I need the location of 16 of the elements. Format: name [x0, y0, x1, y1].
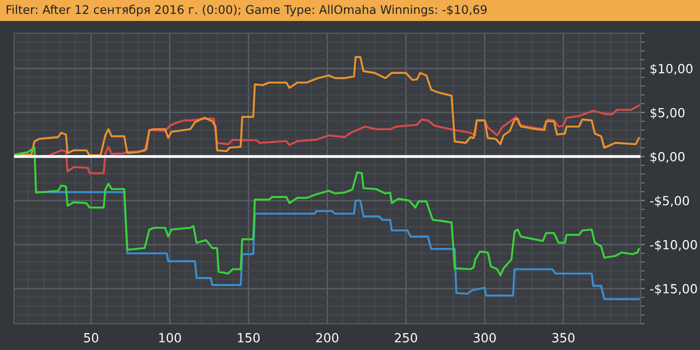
- y-tick-label: $10,00: [650, 64, 692, 76]
- x-tick-label: 350: [552, 333, 574, 342]
- y-tick-label: -$15,00: [650, 284, 697, 296]
- x-tick-label: 100: [159, 333, 181, 342]
- x-tick-label: 300: [474, 333, 496, 342]
- x-tick-label: 200: [316, 333, 338, 342]
- x-tick-label: 250: [394, 333, 418, 342]
- x-tick-label: 150: [238, 333, 260, 342]
- y-tick-label: -$10,00: [650, 240, 697, 252]
- line-series: [14, 146, 640, 276]
- line-series: [35, 191, 640, 300]
- y-tick-label: $5,00: [650, 108, 684, 120]
- x-tick-label: 50: [84, 333, 98, 342]
- chart-title: Filter: After 12 сентября 2016 г. (0:00); Game Type: AllOmaha Winnings: -$10,69: [6, 4, 487, 16]
- y-tick-label: -$5,00: [650, 196, 689, 208]
- y-tick-label: $0,00: [650, 152, 684, 164]
